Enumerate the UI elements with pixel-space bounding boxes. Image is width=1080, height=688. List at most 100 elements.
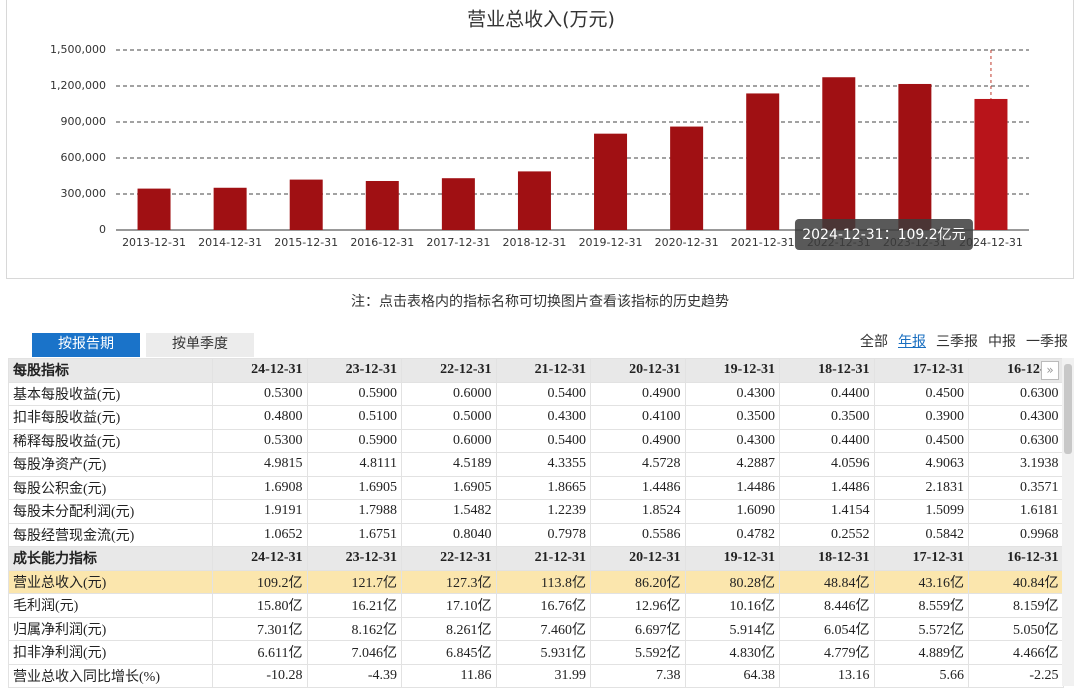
bar[interactable] (670, 126, 704, 230)
table-cell: 1.2239 (495, 499, 591, 524)
indicator-name[interactable]: 每股未分配利润(元) (8, 499, 213, 524)
table-cell: 0.4300 (968, 405, 1064, 430)
indicator-name[interactable]: 毛利润(元) (8, 593, 213, 618)
y-tick-label: 900,000 (61, 115, 107, 128)
table-cell: 12.96亿 (590, 593, 686, 618)
column-header: 18-12-31 (779, 358, 875, 383)
table-cell: 86.20亿 (590, 569, 686, 594)
table-cell: 8.159亿 (968, 593, 1064, 618)
bar[interactable] (898, 83, 932, 231)
table-cell: -2.25 (968, 663, 1064, 688)
bar[interactable] (517, 171, 551, 230)
table-cell: 4.779亿 (779, 640, 875, 665)
table-row: 归属净利润(元) 7.301亿 8.162亿 8.261亿 7.460亿 6.697亿 5.… (8, 616, 1064, 641)
x-tick-label: 2021-12-31 (731, 236, 795, 249)
table-cell: 0.4400 (779, 381, 875, 406)
table-cell: 1.8524 (590, 499, 686, 524)
table-cell: 8.261亿 (401, 616, 497, 641)
bar[interactable] (289, 179, 323, 230)
y-tick-label: 600,000 (61, 151, 107, 164)
table-row: 每股净资产(元) 4.9815 4.8111 4.5189 4.3355 4.5728 4.… (8, 452, 1064, 477)
column-header: 19-12-31 (684, 358, 780, 383)
table-cell: 1.4486 (684, 475, 780, 500)
table-row: 扣非净利润(元) 6.611亿 7.046亿 6.845亿 5.931亿 5.592亿 4.… (8, 640, 1064, 665)
column-header: 17-12-31 (873, 546, 969, 571)
table-cell: 4.889亿 (873, 640, 969, 665)
indicator-name[interactable]: 每股经营现金流(元) (8, 522, 213, 547)
more-columns-button[interactable]: » (1041, 361, 1059, 380)
table-cell: 8.559亿 (873, 593, 969, 618)
bar[interactable] (594, 133, 628, 230)
indicator-name[interactable]: 扣非每股收益(元) (8, 405, 213, 430)
indicator-name[interactable]: 稀释每股收益(元) (8, 428, 213, 453)
table-cell: 0.3571 (968, 475, 1064, 500)
tab[interactable]: 按单季度 (146, 333, 254, 357)
period-link[interactable]: 三季报 (936, 335, 978, 350)
table-cell: 0.8040 (401, 522, 497, 547)
tooltip-text: 2024-12-31：109.2亿元 (802, 227, 965, 243)
chart: 营业总收入(万元) 0 300,000 600,000 900,000 1,200,00… (50, 9, 1029, 250)
table-cell: 6.697亿 (590, 616, 686, 641)
bar[interactable] (137, 188, 171, 230)
table-cell: 4.8111 (306, 452, 402, 477)
x-tick-label: 2018-12-31 (502, 236, 566, 249)
indicator-name[interactable]: 基本每股收益(元) (8, 381, 213, 406)
table-cell: 5.592亿 (590, 640, 686, 665)
table-cell: -10.28 (212, 663, 308, 688)
indicator-name[interactable]: 每股净资产(元) (8, 452, 213, 477)
table-cell: 16.21亿 (306, 593, 402, 618)
indicator-name[interactable]: 每股公积金(元) (8, 475, 213, 500)
table-row: 每股经营现金流(元) 1.0652 1.6751 0.8040 0.7978 0.5586… (8, 522, 1064, 547)
table-cell: 127.3亿 (401, 569, 497, 594)
table-cell: 4.9063 (873, 452, 969, 477)
table-cell: 0.4782 (684, 522, 780, 547)
table-row: 基本每股收益(元) 0.5300 0.5900 0.6000 0.5400 0.4900 0… (8, 381, 1064, 406)
tab[interactable]: 按报告期 (32, 333, 140, 357)
column-header: 23-12-31 (306, 546, 402, 571)
column-header: 24-12-31 (212, 546, 308, 571)
table-row: 每股公积金(元) 1.6908 1.6905 1.6905 1.8665 1.4486 1.… (8, 475, 1064, 500)
table-cell: 0.3900 (873, 405, 969, 430)
table-cell: 0.5300 (212, 428, 308, 453)
table-cell: 1.6908 (212, 475, 308, 500)
table-cell: 0.4300 (495, 405, 591, 430)
y-tick-label: 1,500,000 (50, 43, 106, 56)
scrollbar[interactable] (1062, 358, 1074, 686)
column-header: 18-12-31 (779, 546, 875, 571)
table-cell: 109.2亿 (212, 569, 308, 594)
indicator-name[interactable]: 营业总收入(元) (8, 569, 213, 594)
scroll-thumb[interactable] (1064, 364, 1072, 454)
bar[interactable] (365, 180, 399, 230)
table-row: 营业总收入(元) 109.2亿 121.7亿 127.3亿 113.8亿 86.20亿 80… (8, 569, 1064, 594)
table-cell: 0.4400 (779, 428, 875, 453)
indicator-name[interactable]: 营业总收入同比增长(%) (8, 663, 213, 688)
table-cell: 0.4500 (873, 381, 969, 406)
table-cell: 31.99 (495, 663, 591, 688)
table-cell: 4.0596 (779, 452, 875, 477)
table-cell: 4.5189 (401, 452, 497, 477)
period-link[interactable]: 中报 (988, 335, 1016, 350)
table-cell: 0.9968 (968, 522, 1064, 547)
data-table: 每股指标 24-12-31 23-12-31 22-12-31 21-12-31 20-1… (8, 358, 1064, 688)
period-link[interactable]: 年报 (898, 335, 926, 350)
period-links: 全部 年报 三季报 中报 一季报 (850, 331, 1068, 351)
bar[interactable] (213, 187, 247, 230)
table-cell: 7.460亿 (495, 616, 591, 641)
bar[interactable] (746, 93, 780, 230)
table-cell: 0.5400 (495, 428, 591, 453)
x-tick-label: 2013-12-31 (122, 236, 186, 249)
column-header: 20-12-31 (590, 358, 686, 383)
table-row: 每股未分配利润(元) 1.9191 1.7988 1.5482 1.2239 1.8524… (8, 499, 1064, 524)
table-cell: 0.5100 (306, 405, 402, 430)
period-link[interactable]: 一季报 (1026, 335, 1068, 350)
bar[interactable] (441, 178, 475, 230)
table-cell: 1.7988 (306, 499, 402, 524)
column-header: 19-12-31 (684, 546, 780, 571)
table-cell: 3.1938 (968, 452, 1064, 477)
period-link[interactable]: 全部 (860, 335, 888, 350)
bar[interactable] (822, 77, 856, 231)
indicator-name[interactable]: 扣非净利润(元) (8, 640, 213, 665)
bar[interactable] (974, 98, 1008, 231)
indicator-name[interactable]: 归属净利润(元) (8, 616, 213, 641)
table-cell: 5.66 (873, 663, 969, 688)
